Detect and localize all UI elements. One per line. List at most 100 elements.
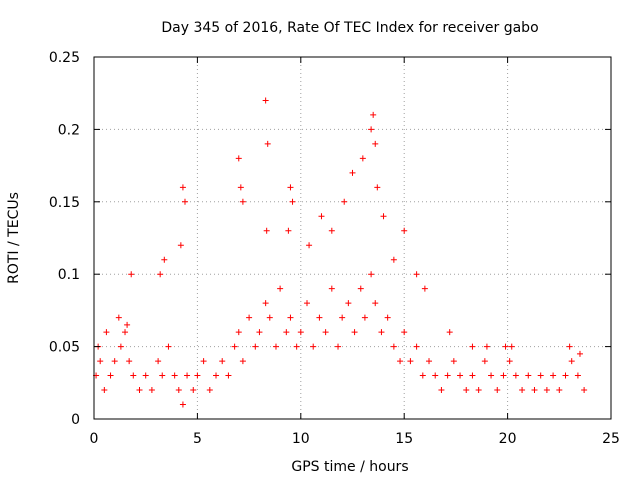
plot-frame bbox=[93, 56, 612, 420]
data-point bbox=[380, 213, 387, 220]
data-point bbox=[390, 343, 397, 350]
data-point bbox=[283, 329, 290, 336]
data-point bbox=[318, 213, 325, 220]
data-point bbox=[266, 314, 273, 321]
data-point bbox=[179, 184, 186, 191]
data-point bbox=[568, 358, 575, 365]
data-point bbox=[306, 242, 313, 249]
data-point bbox=[401, 329, 408, 336]
data-point bbox=[246, 314, 253, 321]
data-point bbox=[252, 343, 259, 350]
data-point bbox=[101, 387, 108, 394]
data-point bbox=[450, 358, 457, 365]
data-point bbox=[171, 372, 178, 379]
data-point bbox=[576, 350, 583, 357]
data-point bbox=[126, 358, 133, 365]
data-point bbox=[550, 372, 557, 379]
data-points bbox=[93, 97, 588, 408]
data-point bbox=[239, 198, 246, 205]
data-point bbox=[175, 387, 182, 394]
y-tick-label: 0.2 bbox=[58, 122, 80, 138]
data-point bbox=[256, 329, 263, 336]
x-tick-label: 10 bbox=[292, 431, 310, 447]
data-point bbox=[359, 155, 366, 162]
data-point bbox=[508, 343, 515, 350]
data-point bbox=[289, 198, 296, 205]
data-point bbox=[556, 387, 563, 394]
data-point bbox=[272, 343, 279, 350]
y-tick-label: 0 bbox=[71, 412, 80, 428]
data-point bbox=[239, 358, 246, 365]
data-point bbox=[519, 387, 526, 394]
data-point bbox=[328, 285, 335, 292]
data-point bbox=[390, 256, 397, 263]
data-point bbox=[469, 372, 476, 379]
data-point bbox=[374, 184, 381, 191]
data-point bbox=[401, 227, 408, 234]
data-point bbox=[525, 372, 532, 379]
data-point bbox=[531, 387, 538, 394]
data-point bbox=[407, 358, 414, 365]
data-point bbox=[316, 314, 323, 321]
tick-labels: 0 5 10 15 20 25 0 0.05 0.1 0.15 0.2 0.25 bbox=[49, 50, 620, 447]
data-point bbox=[463, 387, 470, 394]
data-point bbox=[426, 358, 433, 365]
data-point bbox=[444, 372, 451, 379]
data-point bbox=[237, 184, 244, 191]
data-point bbox=[287, 314, 294, 321]
data-point bbox=[122, 329, 129, 336]
data-point bbox=[103, 329, 110, 336]
data-point bbox=[349, 169, 356, 176]
data-point bbox=[97, 358, 104, 365]
x-tick-label: 25 bbox=[602, 431, 620, 447]
data-point bbox=[262, 97, 269, 104]
data-point bbox=[488, 372, 495, 379]
data-point bbox=[148, 387, 155, 394]
data-point bbox=[117, 343, 124, 350]
data-point bbox=[235, 329, 242, 336]
data-point bbox=[177, 242, 184, 249]
data-point bbox=[264, 140, 271, 147]
data-point bbox=[194, 372, 201, 379]
data-point bbox=[581, 387, 588, 394]
x-tick-label: 15 bbox=[395, 431, 413, 447]
data-point bbox=[339, 314, 346, 321]
data-point bbox=[262, 300, 269, 307]
data-point bbox=[277, 285, 284, 292]
axis-ticks bbox=[93, 56, 612, 420]
data-point bbox=[184, 372, 191, 379]
data-point bbox=[111, 358, 118, 365]
data-point bbox=[502, 343, 509, 350]
y-tick-label: 0.15 bbox=[49, 195, 80, 211]
data-point bbox=[446, 329, 453, 336]
data-point bbox=[419, 372, 426, 379]
data-point bbox=[368, 126, 375, 133]
data-point bbox=[124, 321, 131, 328]
data-point bbox=[469, 343, 476, 350]
y-tick-label: 0.05 bbox=[49, 340, 80, 356]
data-point bbox=[213, 372, 220, 379]
data-point bbox=[181, 198, 188, 205]
data-point bbox=[500, 372, 507, 379]
data-point bbox=[562, 372, 569, 379]
data-point bbox=[200, 358, 207, 365]
data-point bbox=[370, 111, 377, 118]
data-point bbox=[384, 314, 391, 321]
data-point bbox=[128, 271, 135, 278]
data-point bbox=[179, 401, 186, 408]
data-point bbox=[219, 358, 226, 365]
data-point bbox=[142, 372, 149, 379]
data-point bbox=[378, 329, 385, 336]
data-point bbox=[293, 343, 300, 350]
data-point bbox=[361, 314, 368, 321]
data-point bbox=[322, 329, 329, 336]
data-point bbox=[438, 387, 445, 394]
data-point bbox=[413, 343, 420, 350]
data-point bbox=[235, 155, 242, 162]
data-point bbox=[372, 300, 379, 307]
data-point bbox=[285, 227, 292, 234]
data-point bbox=[304, 300, 311, 307]
data-point bbox=[206, 387, 213, 394]
y-tick-label: 0.25 bbox=[49, 50, 80, 66]
